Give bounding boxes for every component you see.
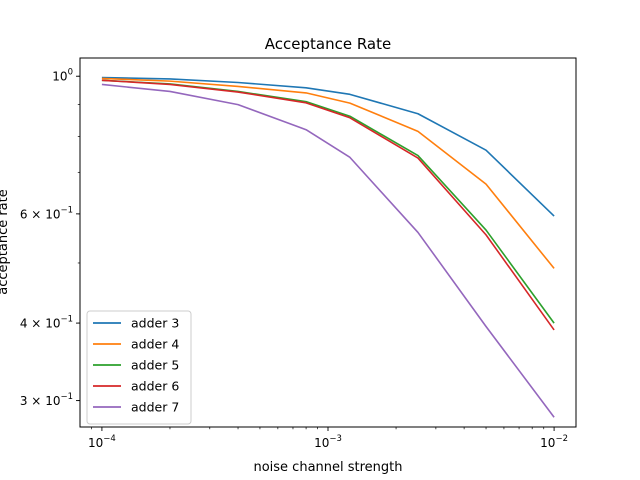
y-tick-label: 100 [52,68,73,84]
x-tick-label: 10−3 [314,434,342,450]
series-line-adder-7 [101,83,555,418]
series-line-adder-3 [101,76,555,217]
legend-label: adder 3 [131,316,179,331]
series-line-adder-6 [101,79,555,331]
y-tick-label: 6 × 10−1 [20,205,73,221]
y-axis-label: acceptance rate [0,189,11,295]
legend-label: adder 6 [131,379,179,394]
x-axis-label: noise channel strength [253,460,402,475]
legend-label: adder 7 [131,400,179,415]
x-tick-label: 10−2 [540,434,568,450]
legend-label: adder 5 [131,358,179,373]
chart-title: Acceptance Rate [265,35,391,53]
legend-label: adder 4 [131,337,179,352]
y-tick-label: 3 × 10−1 [20,392,73,408]
series-line-adder-4 [101,77,555,269]
x-tick-label: 10−4 [88,434,116,450]
legend-box [86,310,192,425]
y-tick-label: 4 × 10−1 [20,315,73,331]
series-line-adder-5 [101,79,555,324]
